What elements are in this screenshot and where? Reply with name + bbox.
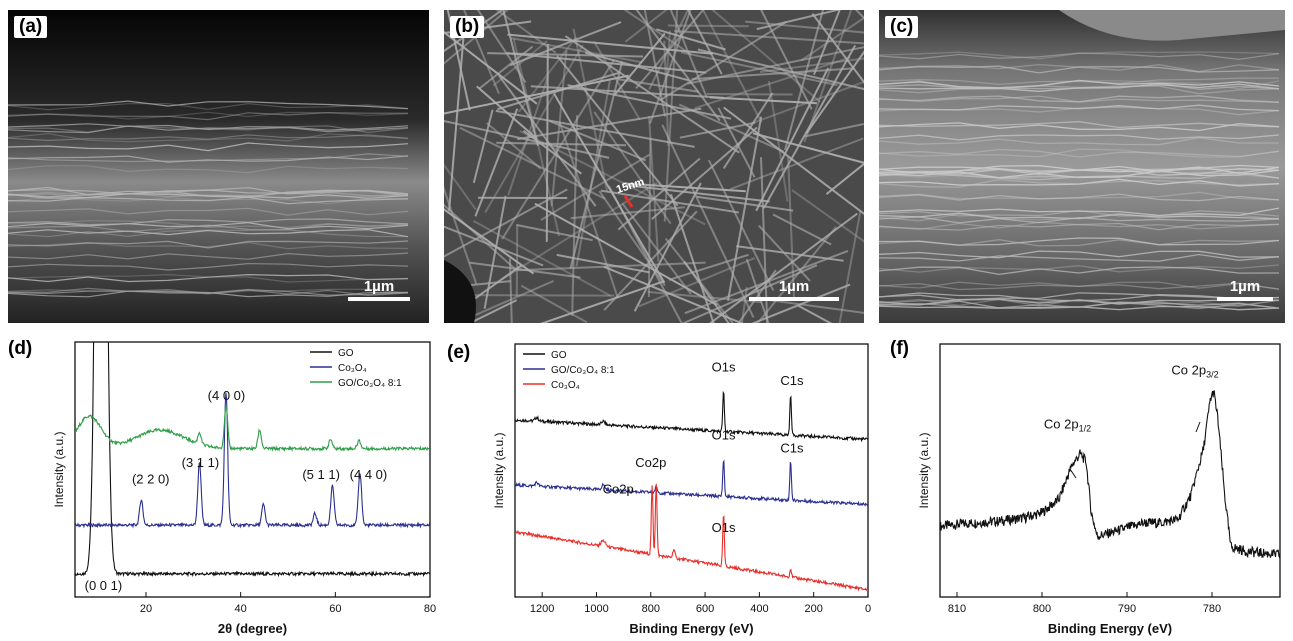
plot-frame <box>940 344 1280 597</box>
chart-xrd: 20 40 60 80 2θ (degree) Intensity (a.u.) GO Co₃… <box>30 340 440 640</box>
peak-annotation: O1s <box>712 427 736 442</box>
peak-annotation: (4 0 0) <box>208 388 246 403</box>
series-line-0 <box>940 391 1280 558</box>
panel-label-b: (b) <box>450 16 484 38</box>
scale-bar-line-a <box>348 297 410 301</box>
sem-layers-c <box>879 10 1285 323</box>
peak-annotation: O1s <box>712 520 736 535</box>
arrow-2p1 <box>1070 469 1076 478</box>
peak-annotation: Co2p <box>603 482 634 497</box>
peak-annotation: C1s <box>780 373 804 388</box>
legend-entry: Co₃O₄ <box>338 363 367 374</box>
x-tick-label: 400 <box>750 603 768 615</box>
panel-label-c: (c) <box>885 16 918 38</box>
x-tick-label: 1200 <box>530 603 554 615</box>
legend-entry: GO/Co₃O₄ 8:1 <box>338 378 402 389</box>
chart-xps-survey: 1200 1000 800 600 400 200 0 Binding Energy (eV)… <box>470 340 880 640</box>
legend-entry: GO <box>338 348 354 359</box>
x-axis-label: Binding Energy (eV) <box>629 621 753 636</box>
sem-image-a: (a) 1µm <box>8 10 429 323</box>
x-tick-label: 800 <box>642 603 660 615</box>
x-tick-label: 810 <box>948 603 966 615</box>
x-tick-label: 40 <box>235 603 247 615</box>
peak-annotation: (2 2 0) <box>132 471 170 486</box>
panel-label-a: (a) <box>14 16 47 38</box>
x-tick-label: 80 <box>424 603 436 615</box>
x-axis-label: Binding Energy (eV) <box>1048 621 1172 636</box>
y-axis-label: Intensity (a.u.) <box>492 432 506 508</box>
chart-xps-co2p: 810 800 790 780 Binding Energy (eV) Intensity… <box>910 340 1290 640</box>
x-tick-label: 1000 <box>584 603 608 615</box>
series-line-1 <box>75 393 430 527</box>
peak-annotation: (3 1 1) <box>182 455 220 470</box>
peak-annotation: Co 2p3/2 <box>1171 362 1218 379</box>
x-tick-label: 790 <box>1118 603 1136 615</box>
sem-image-c: (c) 1µm <box>879 10 1285 323</box>
peak-annotation: (0 0 1) <box>85 578 123 593</box>
peak-annotation: Co 2p1/2 <box>1044 416 1091 433</box>
scale-bar-c: 1µm <box>1217 278 1273 301</box>
peak-annotation: Co2p <box>635 455 666 470</box>
series-line-1 <box>515 461 868 505</box>
legend-entry: GO <box>551 350 567 361</box>
scale-bar-label-a: 1µm <box>364 278 394 295</box>
peak-annotation: (5 1 1) <box>302 467 340 482</box>
x-tick-label: 780 <box>1203 603 1221 615</box>
scale-bar-line-b <box>749 297 839 301</box>
series-line-0 <box>75 340 430 575</box>
x-tick-label: 600 <box>696 603 714 615</box>
legend-entry: Co₃O₄ <box>551 380 580 391</box>
series-line-0 <box>515 393 868 441</box>
panel-label-e: (e) <box>447 342 470 364</box>
scale-bar-label-b: 1µm <box>779 278 809 295</box>
scale-bar-label-c: 1µm <box>1230 278 1260 295</box>
x-tick-label: 60 <box>329 603 341 615</box>
x-axis-label: 2θ (degree) <box>218 621 287 636</box>
legend-entry: GO/Co₃O₄ 8:1 <box>551 365 615 376</box>
panel-label-d: (d) <box>8 338 32 360</box>
arrow-2p3 <box>1196 422 1200 432</box>
x-tick-label: 200 <box>805 603 823 615</box>
series-line-2 <box>75 407 430 450</box>
sem-image-b: (b) 15nm 1µm <box>444 10 864 323</box>
scale-bar-line-c <box>1217 297 1273 301</box>
series-line-2 <box>515 484 868 591</box>
sem-layers-a <box>8 10 429 323</box>
x-tick-label: 0 <box>865 603 871 615</box>
scale-bar-a: 1µm <box>348 278 410 301</box>
peak-annotation: (4 4 0) <box>350 467 388 482</box>
y-axis-label: Intensity (a.u.) <box>52 431 66 507</box>
y-axis-label: Intensity (a.u.) <box>917 432 931 508</box>
x-tick-label: 20 <box>140 603 152 615</box>
panel-label-f: (f) <box>890 338 909 360</box>
peak-annotation: C1s <box>780 440 804 455</box>
sem-nanowires-b <box>444 10 864 323</box>
scale-bar-b: 1µm <box>749 278 839 301</box>
x-tick-label: 800 <box>1033 603 1051 615</box>
peak-annotation: O1s <box>712 359 736 374</box>
